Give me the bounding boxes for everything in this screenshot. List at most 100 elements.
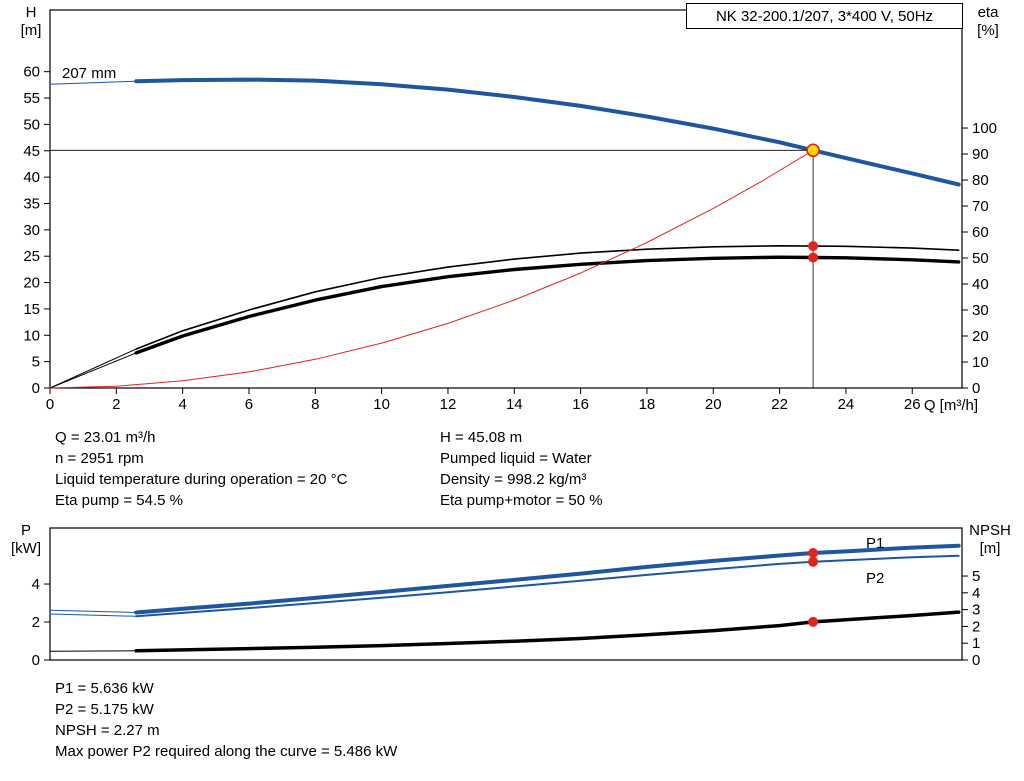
p-axis-title: P [kW]	[2, 522, 50, 558]
right-tick-label: 10	[972, 354, 989, 371]
x-tick-label: 14	[506, 396, 523, 413]
right-tick-label: 0	[972, 380, 980, 397]
duty-eta-pump: Eta pump = 54.5 %	[55, 492, 183, 509]
x-tick-label: 18	[639, 396, 656, 413]
left-tick-label: 40	[23, 169, 40, 186]
right-tick-label: 60	[972, 224, 989, 241]
left-tick-label: 4	[32, 576, 40, 593]
right-tick-label: 4	[972, 585, 980, 602]
right-tick-label: 70	[972, 198, 989, 215]
plot-frame	[49, 9, 963, 389]
npsh-point-marker	[808, 616, 819, 627]
left-tick-label: 0	[32, 652, 40, 669]
duty-point-marker[interactable]	[806, 143, 820, 158]
x-tick-label: 24	[838, 396, 855, 413]
x-tick-label: 20	[705, 396, 722, 413]
p-axis-title-symbol: P	[20, 522, 31, 539]
left-tick-label: 45	[23, 143, 40, 160]
npsh-axis-title: NPSH [m]	[962, 522, 1018, 558]
eta-axis-title-unit: [%]	[977, 22, 999, 39]
eta-axis-title-symbol: eta	[977, 4, 999, 21]
duty-p1: P1 = 5.636 kW	[55, 680, 154, 697]
duty-eta-pump-motor: Eta pump+motor = 50 %	[440, 492, 603, 509]
left-tick-label: 10	[23, 327, 40, 344]
npsh-leadin	[49, 650, 137, 652]
right-tick-label: 30	[972, 302, 989, 319]
power-info: P1 = 5.636 kW P2 = 5.175 kW NPSH = 2.27 …	[55, 678, 397, 762]
npsh-curve	[134, 610, 961, 653]
eta-pump-leadin	[49, 348, 137, 389]
h-axis-title: H [m]	[9, 4, 53, 40]
right-tick-label: 1	[972, 635, 980, 652]
right-tick-label: 90	[972, 146, 989, 163]
right-tick-label: 2	[972, 618, 980, 635]
eta-pump-motor-curve	[134, 255, 961, 355]
p1-curve-label: P1	[866, 535, 884, 552]
max-power-p2: Max power P2 required along the curve = …	[55, 743, 398, 760]
duty-flow: Q = 23.01 m³/h	[55, 429, 156, 446]
left-tick-label: 50	[23, 116, 40, 133]
q-axis-title: Q [m³/h]	[923, 397, 978, 414]
left-tick-label: 60	[23, 64, 40, 81]
right-tick-label: 50	[972, 250, 989, 267]
x-tick-label: 4	[178, 396, 186, 413]
left-tick-label: 0	[32, 380, 40, 397]
right-tick-label: 0	[972, 652, 980, 669]
eta-pump-point-marker	[808, 241, 819, 252]
x-tick-label: 10	[373, 396, 390, 413]
p1-point-marker	[808, 548, 819, 558]
right-tick-label: 80	[972, 172, 989, 189]
x-tick-label: 8	[311, 396, 319, 413]
duty-info-right: H = 45.08 m Pumped liquid = Water Densit…	[440, 427, 603, 511]
right-tick-label: 100	[972, 120, 997, 137]
pump-title-box: NK 32-200.1/207, 3*400 V, 50Hz	[686, 3, 963, 29]
eta-pump-motor-point-marker	[808, 252, 819, 263]
p2-leadin	[49, 613, 137, 617]
x-tick-label: 2	[112, 396, 120, 413]
p2-curve-label: P2	[866, 570, 884, 587]
x-tick-label: 26	[904, 396, 921, 413]
right-tick-label: 5	[972, 568, 980, 585]
x-tick-label: 16	[572, 396, 589, 413]
p2-curve	[135, 554, 960, 618]
duty-head: H = 45.08 m	[440, 429, 523, 446]
eta-pump-curve	[135, 245, 960, 350]
duty-liquid-temp: Liquid temperature during operation = 20…	[55, 471, 348, 488]
eta-axis-title: eta [%]	[966, 4, 1010, 40]
right-tick-label: 3	[972, 602, 980, 619]
head-curve-leadin	[49, 80, 137, 85]
system-curve	[49, 149, 814, 389]
x-tick-label: 6	[245, 396, 253, 413]
impeller-diameter-label: 207 mm	[62, 65, 116, 82]
duty-info-left: Q = 23.01 m³/h n = 2951 rpm Liquid tempe…	[55, 427, 347, 511]
left-tick-label: 15	[23, 301, 40, 318]
h-axis-title-symbol: H	[25, 4, 37, 21]
h-axis-title-unit: [m]	[20, 22, 42, 39]
left-tick-label: 25	[23, 248, 40, 265]
left-tick-label: 30	[23, 222, 40, 239]
x-tick-label: 22	[771, 396, 788, 413]
x-tick-label: 0	[46, 396, 54, 413]
p-axis-title-unit: [kW]	[11, 540, 41, 557]
p1-leadin	[49, 609, 137, 613]
qh-eta-chart: 0 2 4 6 8 10 12 14 16 18 20 22 24 2605101520253035404…	[23, 9, 997, 413]
x-tick-label: 12	[440, 396, 457, 413]
npsh-axis-title-symbol: NPSH	[969, 522, 1011, 539]
left-tick-label: 55	[23, 90, 40, 107]
p1-curve	[134, 543, 961, 615]
left-tick-label: 35	[23, 195, 40, 212]
left-tick-label: 20	[23, 275, 40, 292]
duty-density: Density = 998.2 kg/m³	[440, 471, 587, 488]
left-tick-label: 5	[32, 354, 40, 371]
right-tick-label: 40	[972, 276, 989, 293]
npsh-axis-title-unit: [m]	[979, 540, 1001, 557]
duty-npsh: NPSH = 2.27 m	[55, 722, 160, 739]
duty-speed: n = 2951 rpm	[55, 450, 144, 467]
duty-pumped-liquid: Pumped liquid = Water	[440, 450, 592, 467]
plot-frame	[49, 527, 963, 661]
head-curve-207mm	[134, 77, 961, 187]
duty-p2: P2 = 5.175 kW	[55, 701, 154, 718]
left-tick-label: 2	[32, 614, 40, 631]
